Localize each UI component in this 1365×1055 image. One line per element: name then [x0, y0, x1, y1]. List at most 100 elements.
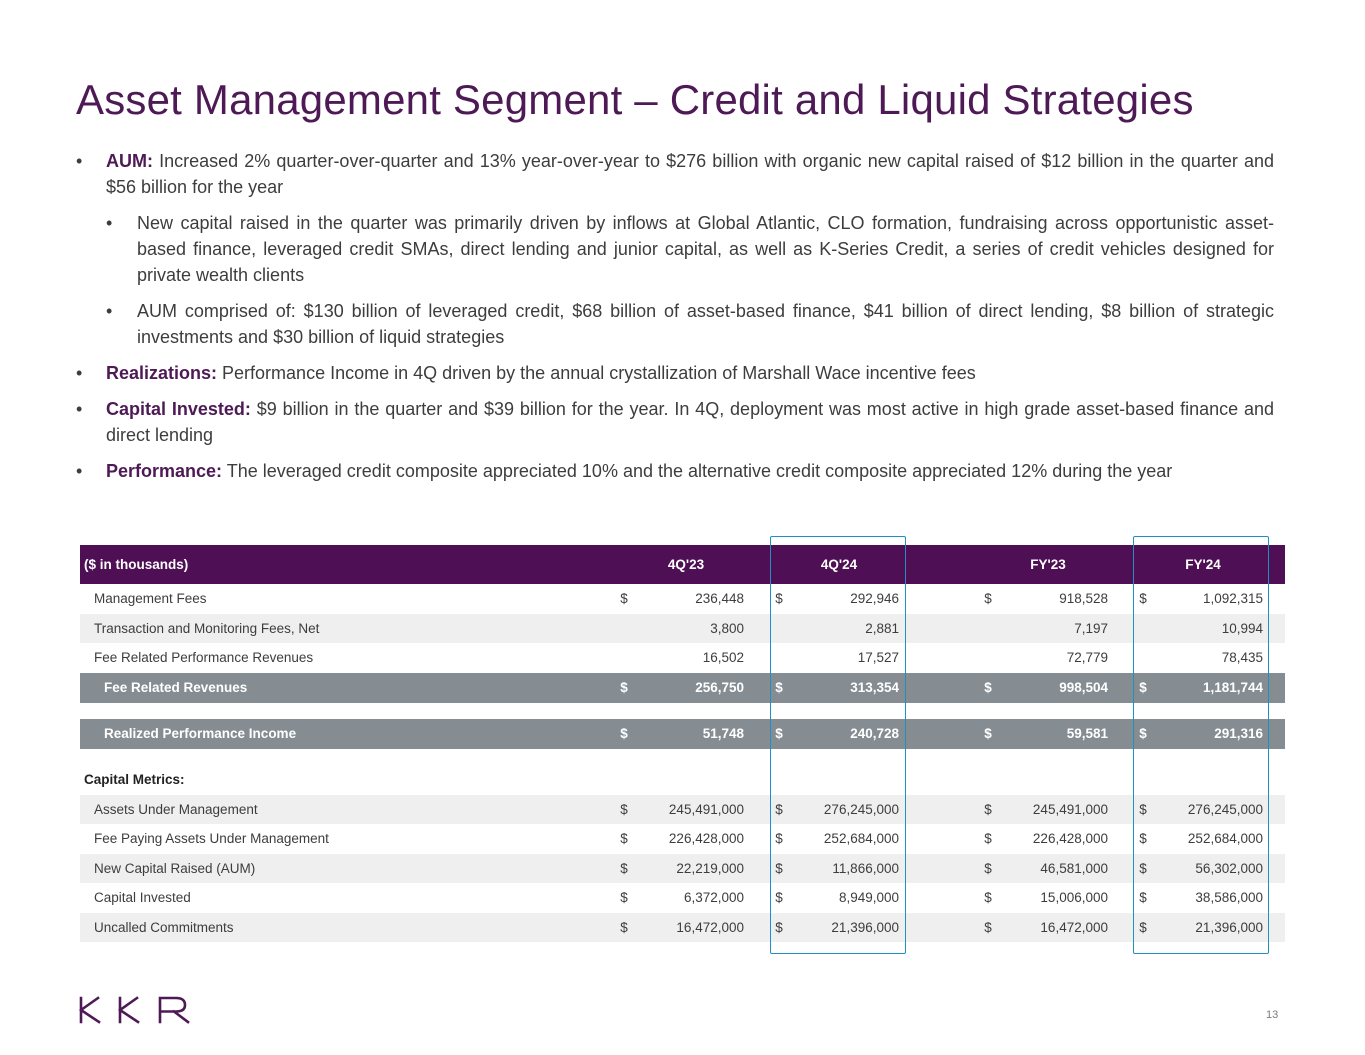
table-cell: 276,245,000 [823, 801, 899, 817]
table-cell: 10,994 [1221, 620, 1263, 636]
currency-symbol: $ [620, 801, 628, 817]
bullet-dot: • [76, 399, 83, 419]
currency-symbol: $ [984, 726, 992, 741]
currency-symbol: $ [775, 919, 783, 935]
table-row: Capital Invested $6,372,000 $8,949,000 $… [80, 883, 1285, 913]
table-cell: 226,428,000 [668, 831, 744, 847]
table-cell: 245,491,000 [1032, 801, 1108, 817]
table-cell: 59,581 [1066, 726, 1108, 741]
currency-symbol: $ [1139, 801, 1147, 817]
financial-table: ($ in thousands) 4Q'23 4Q'24 FY'23 FY'24… [80, 545, 1285, 942]
highlight-box-fy24 [1133, 536, 1269, 954]
currency-symbol: $ [1139, 860, 1147, 876]
table-header-row: ($ in thousands) 4Q'23 4Q'24 FY'23 FY'24 [80, 545, 1285, 584]
currency-symbol: $ [620, 591, 628, 607]
currency-symbol: $ [775, 726, 783, 741]
table-cell: 15,006,000 [1040, 890, 1108, 906]
row-label: Fee Related Revenues [104, 680, 248, 695]
row-label: Fee Paying Assets Under Management [94, 831, 329, 847]
table-cell: 21,396,000 [1195, 919, 1263, 935]
spacer-row [80, 703, 1285, 719]
column-header: FY'24 [1185, 557, 1221, 572]
bullet-text: Performance Income in 4Q driven by the a… [217, 363, 976, 383]
currency-symbol: $ [620, 726, 628, 741]
currency-symbol: $ [1139, 919, 1147, 935]
table-cell: 72,779 [1066, 650, 1108, 666]
table-cell: 16,502 [702, 650, 744, 666]
table-cell: 22,219,000 [676, 860, 744, 876]
table-row: Transaction and Monitoring Fees, Net 3,8… [80, 613, 1285, 643]
section-header-row: Capital Metrics: [80, 749, 1285, 795]
bullet-label: Realizations: [106, 363, 218, 383]
table-cell: 252,684,000 [823, 831, 899, 847]
table-cell: 226,428,000 [1032, 831, 1108, 847]
bullet-dot: • [76, 363, 83, 383]
table-cell: 313,354 [850, 680, 899, 695]
bullet-capital-invested: • Capital Invested: $9 billion in the qua… [76, 396, 1274, 448]
currency-symbol: $ [984, 801, 992, 817]
table-cell: 240,728 [850, 726, 899, 741]
table-cell: 38,586,000 [1195, 890, 1263, 906]
table-row: New Capital Raised (AUM) $22,219,000 $11… [80, 853, 1285, 883]
table-cell: 6,372,000 [683, 890, 744, 906]
column-header: FY'23 [1030, 557, 1066, 572]
table-cell: 918,528 [1059, 591, 1108, 607]
table-cell: 17,527 [857, 650, 899, 666]
currency-symbol: $ [984, 591, 992, 607]
table-row: Fee Paying Assets Under Management $226,… [80, 824, 1285, 854]
table-cell: 16,472,000 [1040, 919, 1108, 935]
bullet-text: New capital raised in the quarter was pr… [137, 213, 1274, 285]
bullet-realizations: • Realizations: Performance Income in 4Q … [76, 360, 1274, 386]
table-cell: 276,245,000 [1187, 801, 1263, 817]
section-label: Capital Metrics: [84, 772, 185, 787]
currency-symbol: $ [775, 860, 783, 876]
bullet-aum: • AUM: Increased 2% quarter-over-quarter … [76, 148, 1274, 200]
table-cell: 78,435 [1221, 650, 1263, 666]
currency-symbol: $ [984, 919, 992, 935]
currency-symbol: $ [775, 890, 783, 906]
bullet-dot: • [106, 301, 113, 321]
table-cell: 245,491,000 [668, 801, 744, 817]
currency-symbol: $ [775, 831, 783, 847]
currency-symbol: $ [1139, 890, 1147, 906]
bullet-dot: • [106, 213, 113, 233]
currency-symbol: $ [620, 860, 628, 876]
row-label: Transaction and Monitoring Fees, Net [94, 620, 320, 636]
table-row: Management Fees $236,448 $292,946 $918,5… [80, 584, 1285, 614]
table-cell: 252,684,000 [1187, 831, 1263, 847]
table-cell: 291,316 [1214, 726, 1263, 741]
table-cell: 16,472,000 [676, 919, 744, 935]
table-cell: 51,748 [702, 726, 744, 741]
table-cell: 256,750 [695, 680, 744, 695]
page-title: Asset Management Segment – Credit and Li… [76, 76, 1194, 123]
row-label: New Capital Raised (AUM) [94, 860, 256, 876]
currency-symbol: $ [775, 801, 783, 817]
table-cell: 8,949,000 [838, 890, 899, 906]
table-cell: 1,092,315 [1202, 591, 1263, 607]
row-label: Management Fees [94, 591, 207, 607]
bullet-performance: • Performance: The leveraged credit compo… [76, 458, 1274, 484]
currency-symbol: $ [1139, 726, 1147, 741]
bullet-list: • AUM: Increased 2% quarter-over-quarter … [76, 148, 1274, 494]
bullet-text: AUM comprised of: $130 billion of levera… [137, 301, 1274, 347]
row-label: Fee Related Performance Revenues [94, 650, 314, 666]
highlight-box-4q24 [770, 536, 906, 954]
table-header-label: ($ in thousands) [84, 557, 189, 572]
table-cell: 2,881 [865, 620, 899, 636]
bullet-text: The leveraged credit composite appreciat… [222, 461, 1173, 481]
bullet-text: Increased 2% quarter-over-quarter and 13… [106, 151, 1274, 197]
row-label: Assets Under Management [94, 801, 258, 817]
bullet-dot: • [76, 461, 83, 481]
table-row: Assets Under Management $245,491,000 $27… [80, 794, 1285, 824]
table-cell: 56,302,000 [1195, 860, 1263, 876]
table-cell: 236,448 [695, 591, 744, 607]
bullet-label: Capital Invested: [106, 399, 251, 419]
currency-symbol: $ [1139, 831, 1147, 847]
table-row: Uncalled Commitments $16,472,000 $21,396… [80, 912, 1285, 942]
table-cell: 292,946 [850, 591, 899, 607]
currency-symbol: $ [620, 890, 628, 906]
sub-bullet-aum-composition: • AUM comprised of: $130 billion of lever… [76, 298, 1274, 350]
summary-row: Fee Related Revenues $256,750 $313,354 $… [80, 672, 1285, 703]
currency-symbol: $ [984, 831, 992, 847]
bullet-label: Performance: [106, 461, 223, 481]
